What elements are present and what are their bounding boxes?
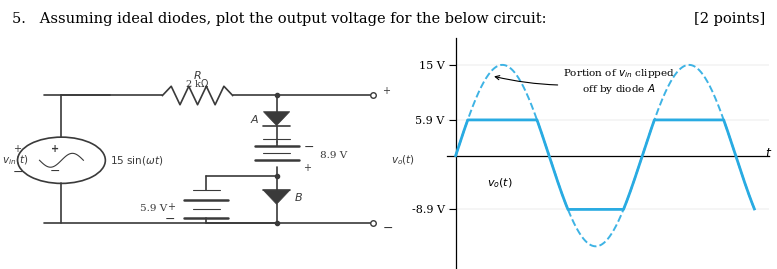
- Text: $-$: $-$: [12, 165, 23, 178]
- Text: $v_o(t)$: $v_o(t)$: [391, 154, 415, 167]
- Text: $v_{in}(t)$: $v_{in}(t)$: [2, 154, 29, 167]
- Text: $t$: $t$: [765, 147, 772, 160]
- Text: $+$: $+$: [166, 201, 176, 212]
- Text: 5.9 V: 5.9 V: [140, 204, 167, 213]
- Text: 8.9 V: 8.9 V: [320, 151, 348, 160]
- Text: +: +: [51, 144, 59, 154]
- Text: −: −: [50, 165, 60, 178]
- Text: [2 points]: [2 points]: [694, 12, 765, 26]
- Text: $v_o(t)$: $v_o(t)$: [487, 177, 513, 190]
- Polygon shape: [263, 190, 290, 204]
- Text: $R$: $R$: [193, 69, 202, 81]
- Text: 5.   Assuming ideal diodes, plot the output voltage for the below circuit:: 5. Assuming ideal diodes, plot the outpu…: [12, 12, 546, 26]
- Text: $-$: $-$: [165, 212, 176, 225]
- Text: $A$: $A$: [249, 113, 259, 125]
- Text: $15\ \sin(\omega t)$: $15\ \sin(\omega t)$: [110, 154, 163, 167]
- Text: Portion of $v_{in}$ clipped
off by diode $A$: Portion of $v_{in}$ clipped off by diode…: [495, 67, 675, 96]
- Text: $-$: $-$: [382, 221, 393, 234]
- Text: $-$: $-$: [303, 140, 314, 153]
- Text: $B$: $B$: [294, 191, 303, 203]
- Text: $+$: $+$: [303, 162, 312, 173]
- Text: 2 k$\Omega$: 2 k$\Omega$: [186, 77, 210, 89]
- Polygon shape: [263, 112, 290, 126]
- Text: $+$: $+$: [382, 85, 391, 96]
- Text: $+$: $+$: [13, 143, 22, 154]
